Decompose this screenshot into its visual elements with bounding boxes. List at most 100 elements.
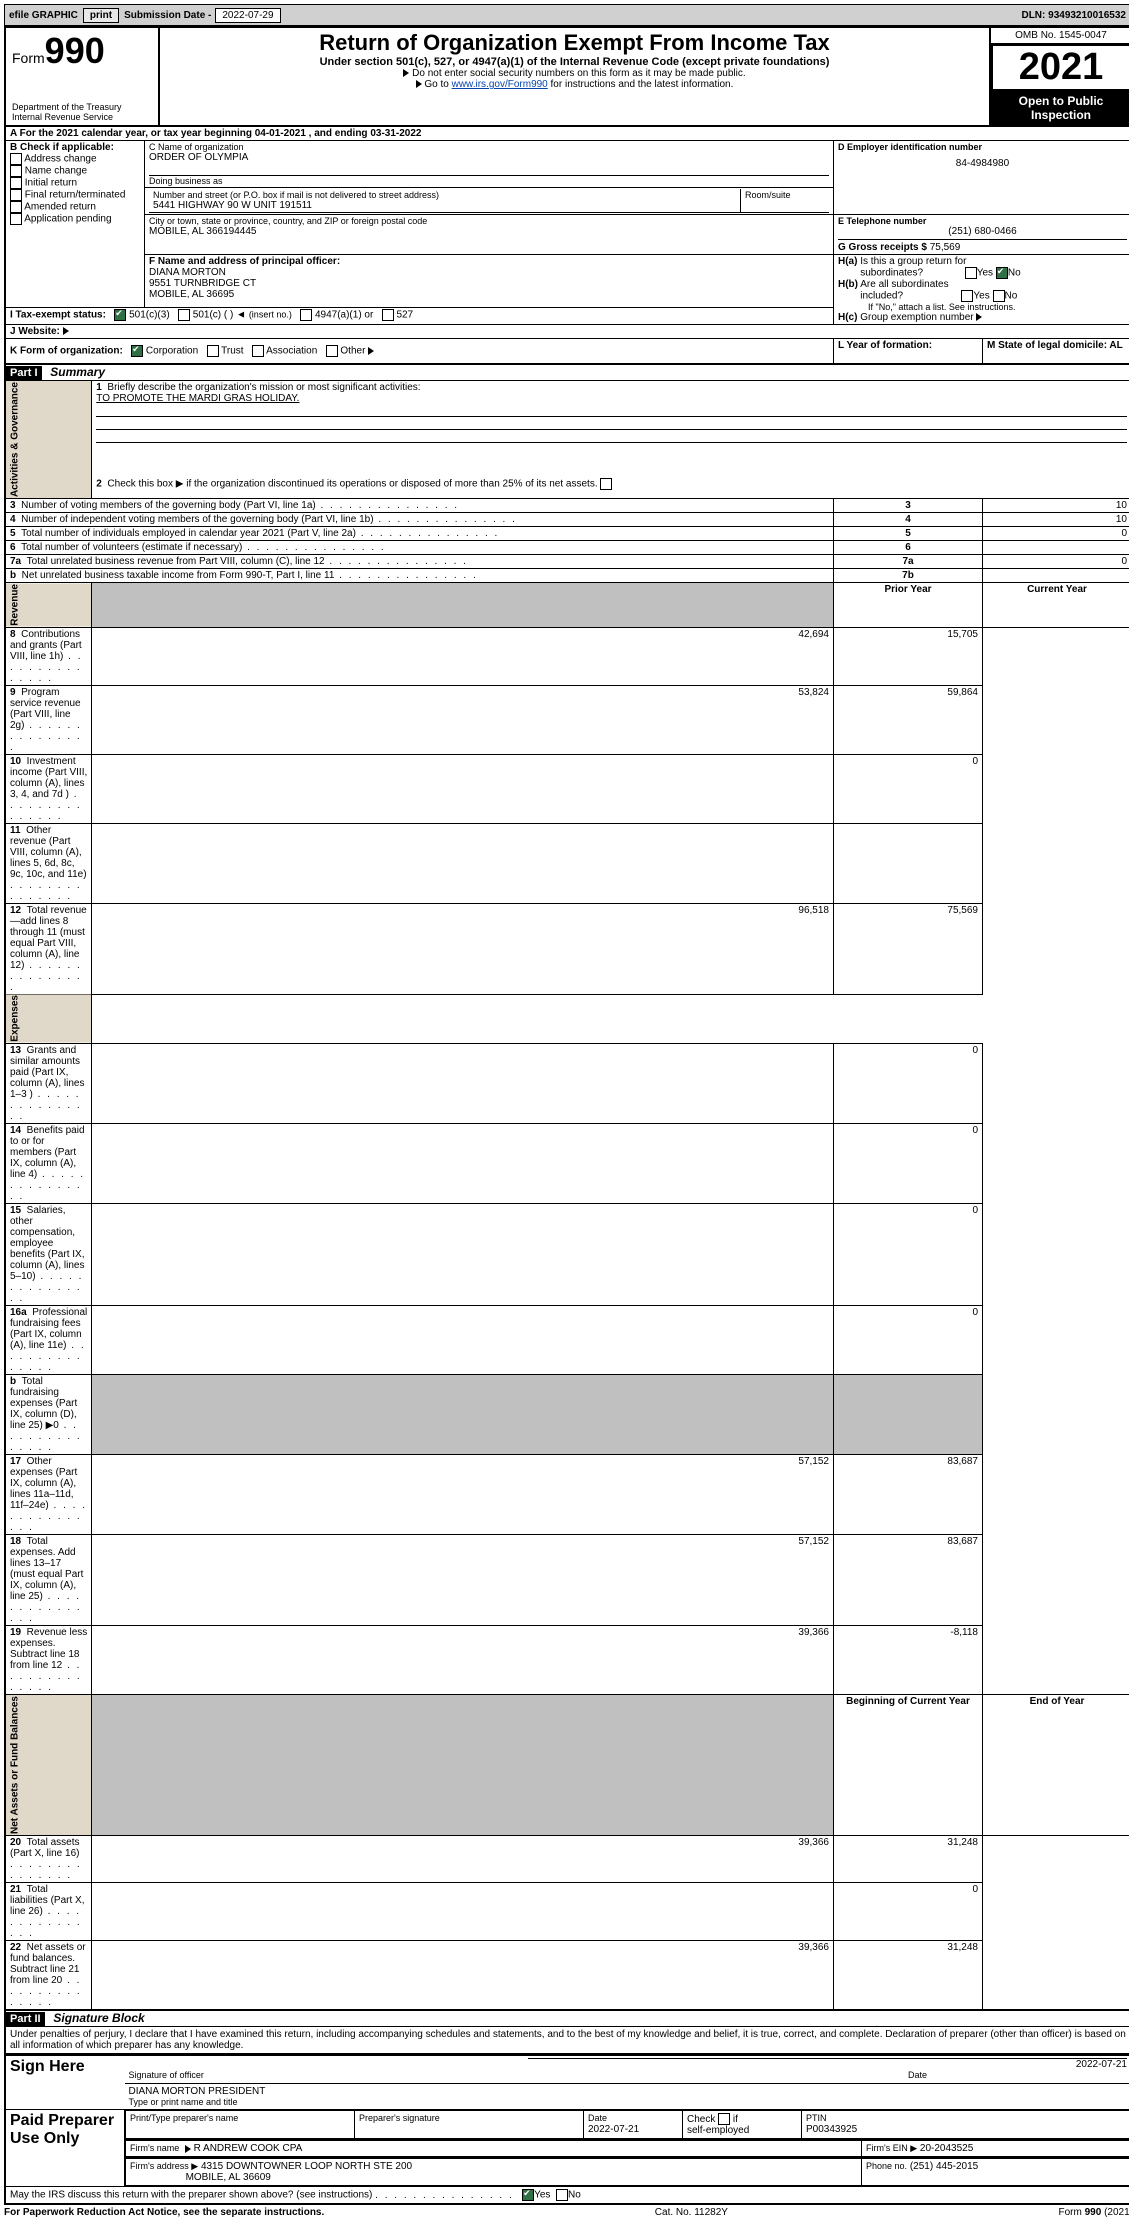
col-begin: Beginning of Current Year [834,1695,983,1836]
page-footer: For Paperwork Reduction Act Notice, see … [4,2205,1129,2218]
net-vlabel: Net Assets or Fund Balances [5,1695,92,1836]
table-row: 17 Other expenses (Part IX, column (A), … [5,1455,1129,1535]
b-opt-0[interactable]: Address change [10,153,140,165]
501c3-checkbox[interactable] [114,309,126,321]
sig-officer-label: Signature of officer [129,2070,204,2080]
527-checkbox[interactable] [382,309,394,321]
f-label: F Name and address of principal officer: [149,256,340,267]
date-label: Date [908,2070,1127,2080]
4947-checkbox[interactable] [300,309,312,321]
prep-sig-label: Preparer's signature [359,2113,440,2123]
firm-addr-label: Firm's address ▶ [130,2161,198,2171]
firm-addr1: 4315 DOWNTOWNER LOOP NORTH STE 200 [201,2161,412,2172]
top-toolbar: efile GRAPHIC print Submission Date - 20… [4,4,1129,26]
ha-yes-checkbox[interactable] [965,267,977,279]
org-name: ORDER OF OLYMPIA [149,152,829,163]
b-opt-4[interactable]: Amended return [10,201,140,213]
b-opt-3[interactable]: Final return/terminated [10,189,140,201]
irs-link[interactable]: www.irs.gov/Form990 [452,79,548,90]
discuss-question: May the IRS discuss this return with the… [10,2190,372,2201]
part2-bar: Part II [6,2012,45,2026]
j-label: J Website: [10,326,60,337]
footer-mid: Cat. No. 11282Y [655,2207,728,2218]
table-row: 18 Total expenses. Add lines 13–17 (must… [5,1535,1129,1626]
declaration: Under penalties of perjury, I declare th… [4,2026,1129,2055]
ptin-label: PTIN [806,2113,827,2123]
triangle-icon [368,347,374,355]
k-other-checkbox[interactable] [326,345,338,357]
501c-checkbox[interactable] [178,309,190,321]
triangle-icon [416,80,422,88]
triangle-icon [63,327,69,335]
signature-table: Sign Here 2022-07-21 Signature of office… [4,2055,1129,2205]
gross-receipts: 75,569 [930,242,961,253]
self-emp-checkbox[interactable] [718,2113,730,2125]
form-container: Form990 Department of the Treasury Inter… [4,26,1129,127]
footer-left: For Paperwork Reduction Act Notice, see … [4,2207,324,2218]
form-subtitle: Under section 501(c), 527, or 4947(a)(1)… [166,56,983,68]
k-trust-checkbox[interactable] [207,345,219,357]
table-row: 13 Grants and similar amounts paid (Part… [5,1044,1129,1124]
col-current: Current Year [983,583,1129,628]
col-end: End of Year [983,1695,1129,1836]
prep-date-label: Date [588,2113,607,2123]
part1-title: Summary [44,365,105,379]
city-label: City or town, state or province, country… [149,216,829,226]
ha-row: H(a) Is this a group return for subordin… [838,256,1127,279]
q1: Briefly describe the organization's miss… [107,382,420,393]
firm-ein-label: Firm's EIN ▶ [866,2143,917,2153]
table-row: 22 Net assets or fund balances. Subtract… [5,1941,1129,2011]
b-opt-2[interactable]: Initial return [10,177,140,189]
ptin-value: P00343925 [806,2124,857,2135]
entity-info-block: A For the 2021 calendar year, or tax yea… [4,127,1129,365]
ha-no-checkbox[interactable] [996,267,1008,279]
table-row: 6 Total number of volunteers (estimate i… [5,541,1129,555]
triangle-icon [976,313,982,321]
table-row: b Total fundraising expenses (Part IX, c… [5,1375,1129,1455]
summary-table: Activities & Governance 1 Briefly descri… [4,380,1129,2011]
exp-vlabel: Expenses [5,994,92,1044]
l-label: L Year of formation: [838,340,932,351]
paid-preparer-label: Paid Preparer Use Only [5,2110,125,2187]
b-opt-5[interactable]: Application pending [10,213,140,225]
department-label: Department of the Treasury Internal Reve… [12,102,152,122]
k-label: K Form of organization: [10,346,123,357]
k-assoc-checkbox[interactable] [252,345,264,357]
form-number: Form990 [12,30,152,72]
street-address: 5441 HIGHWAY 90 W UNIT 191511 [153,200,736,211]
table-row: 8 Contributions and grants (Part VIII, l… [5,627,1129,685]
hb-yes-checkbox[interactable] [961,290,973,302]
hb-note: If "No," attach a list. See instructions… [838,302,1127,312]
phone-label: Phone no. [866,2161,907,2171]
triangle-icon [185,2145,191,2153]
firm-ein: 20-2043525 [920,2143,973,2154]
g-label: G Gross receipts $ [838,242,927,253]
q2-checkbox[interactable] [600,478,612,490]
table-row: 4 Number of independent voting members o… [5,513,1129,527]
table-row: 20 Total assets (Part X, line 16)39,3663… [5,1836,1129,1883]
hb-no-checkbox[interactable] [993,290,1005,302]
form-title: Return of Organization Exempt From Incom… [166,30,983,56]
print-button[interactable]: print [83,8,119,23]
form-note1: Do not enter social security numbers on … [166,68,983,79]
k-corp-checkbox[interactable] [131,345,143,357]
form-note2: Go to www.irs.gov/Form990 for instructio… [166,79,983,90]
sig-date: 2022-07-21 [1076,2059,1127,2070]
officer-addr1: 9551 TURNBRIDGE CT [149,278,829,289]
b-label: B Check if applicable: [10,142,140,153]
ein: 84-4984980 [838,152,1127,175]
table-row: 7a Total unrelated business revenue from… [5,555,1129,569]
table-row: 12 Total revenue—add lines 8 through 11 … [5,903,1129,994]
line-a: A For the 2021 calendar year, or tax yea… [10,128,421,139]
firm-addr2: MOBILE, AL 36609 [186,2172,271,2183]
b-opt-1[interactable]: Name change [10,165,140,177]
i-label: I Tax-exempt status: [10,310,106,321]
table-row: 16a Professional fundraising fees (Part … [5,1306,1129,1375]
discuss-yes-checkbox[interactable] [522,2189,534,2201]
city-state-zip: MOBILE, AL 366194445 [149,226,829,237]
officer-name: DIANA MORTON [149,267,829,278]
m-label: M State of legal domicile: AL [987,340,1123,351]
officer-addr2: MOBILE, AL 36695 [149,289,829,300]
submission-label: Submission Date - [120,10,215,21]
discuss-no-checkbox[interactable] [556,2189,568,2201]
